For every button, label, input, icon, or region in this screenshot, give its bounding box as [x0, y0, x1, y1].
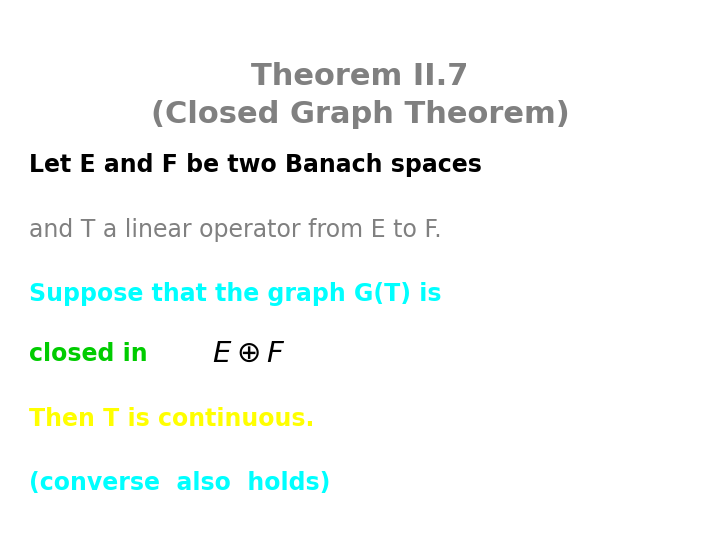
Text: closed in: closed in [29, 342, 148, 366]
Text: (converse  also  holds): (converse also holds) [29, 471, 330, 495]
Text: Then T is continuous.: Then T is continuous. [29, 407, 314, 430]
Text: Theorem II.7: Theorem II.7 [251, 62, 469, 91]
Text: (Closed Graph Theorem): (Closed Graph Theorem) [150, 100, 570, 129]
Text: and T a linear operator from E to F.: and T a linear operator from E to F. [29, 218, 441, 241]
Text: Let E and F be two Banach spaces: Let E and F be two Banach spaces [29, 153, 482, 177]
Text: $E \oplus F$: $E \oplus F$ [212, 340, 286, 368]
Text: Suppose that the graph G(T) is: Suppose that the graph G(T) is [29, 282, 441, 306]
